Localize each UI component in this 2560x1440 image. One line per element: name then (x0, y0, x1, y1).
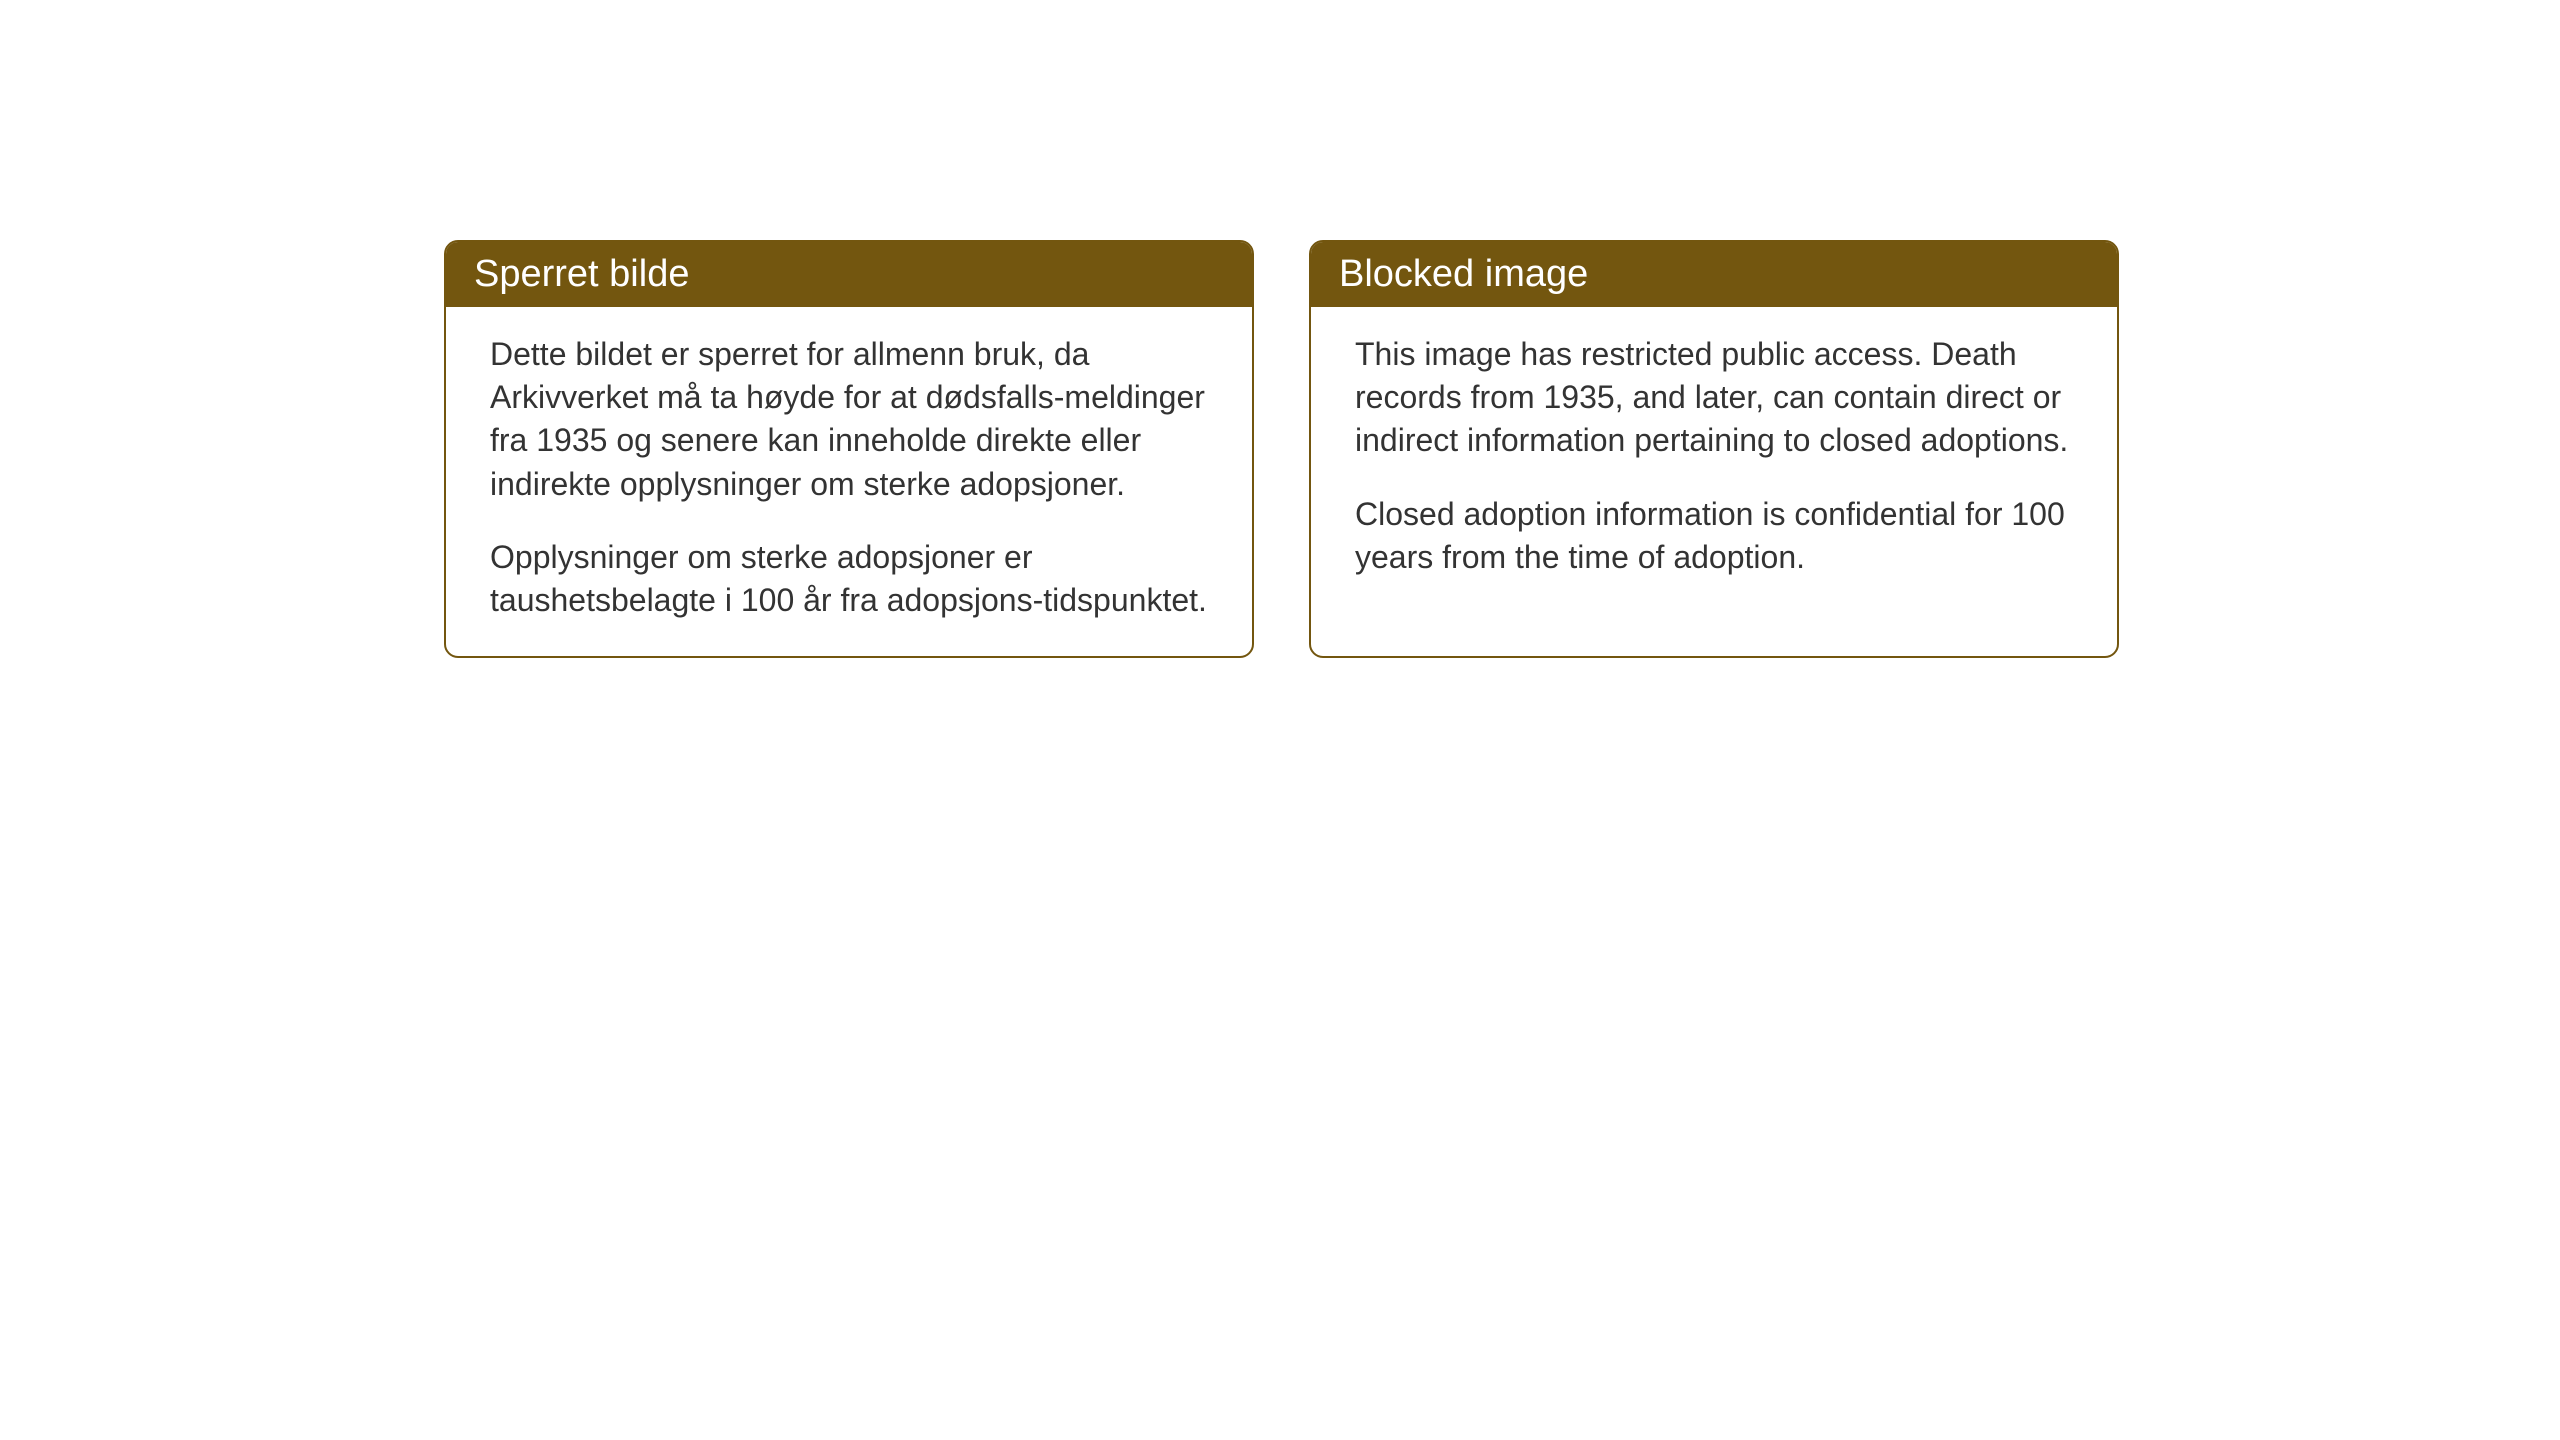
paragraph-english-2: Closed adoption information is confident… (1355, 493, 2073, 579)
card-header-norwegian: Sperret bilde (446, 242, 1252, 307)
card-header-english: Blocked image (1311, 242, 2117, 307)
card-title-norwegian: Sperret bilde (474, 253, 689, 295)
notice-card-english: Blocked image This image has restricted … (1309, 240, 2119, 658)
card-body-norwegian: Dette bildet er sperret for allmenn bruk… (446, 307, 1252, 656)
paragraph-norwegian-2: Opplysninger om sterke adopsjoner er tau… (490, 536, 1208, 622)
notice-container: Sperret bilde Dette bildet er sperret fo… (444, 240, 2119, 658)
card-title-english: Blocked image (1339, 253, 1588, 295)
card-body-english: This image has restricted public access.… (1311, 307, 2117, 613)
paragraph-norwegian-1: Dette bildet er sperret for allmenn bruk… (490, 333, 1208, 506)
notice-card-norwegian: Sperret bilde Dette bildet er sperret fo… (444, 240, 1254, 658)
paragraph-english-1: This image has restricted public access.… (1355, 333, 2073, 463)
